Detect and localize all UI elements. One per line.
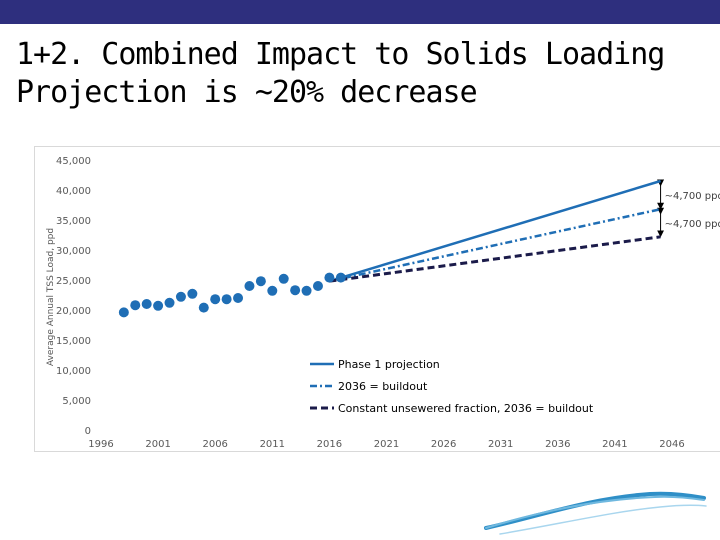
x-tick-label: 2006 xyxy=(202,439,227,450)
historical-point xyxy=(335,272,346,283)
historical-point xyxy=(175,291,186,302)
legend-label-3: Constant unsewered fraction, 2036 = buil… xyxy=(338,402,594,415)
x-tick-label: 2011 xyxy=(260,439,285,450)
y-tick-label: 10,000 xyxy=(56,366,91,377)
series-line-2 xyxy=(329,207,661,283)
series-line-1 xyxy=(329,179,661,283)
y-tick-label: 40,000 xyxy=(56,186,91,197)
top-accent-bar xyxy=(0,0,720,24)
x-tick-label: 2036 xyxy=(545,439,570,450)
legend-label-1: Phase 1 projection xyxy=(338,358,440,371)
x-tick-label: 2021 xyxy=(374,439,399,450)
x-tick-label: 2031 xyxy=(488,439,513,450)
x-tick-label: 2001 xyxy=(145,439,170,450)
historical-point xyxy=(267,285,278,296)
y-tick-label: 20,000 xyxy=(56,306,91,317)
historical-point xyxy=(324,272,335,283)
historical-point xyxy=(255,276,266,287)
series-line-3 xyxy=(329,235,661,283)
historical-point xyxy=(153,300,164,311)
historical-point xyxy=(130,300,141,311)
historical-points xyxy=(118,272,346,318)
x-axis-ticks: 1996 2001 2006 2011 2016 2021 2026 2031 2036 2041… xyxy=(88,439,684,450)
x-tick-label: 2026 xyxy=(431,439,456,450)
y-tick-label: 35,000 xyxy=(56,216,91,227)
historical-point xyxy=(164,297,175,308)
slide-title: 1+2. Combined Impact to Solids Loading P… xyxy=(16,36,665,112)
historical-point xyxy=(141,299,152,309)
slide-title-line-2: Projection is ~20% decrease xyxy=(16,75,478,110)
x-tick-label: 2041 xyxy=(602,439,627,450)
y-tick-label: 25,000 xyxy=(56,276,91,287)
chart-legend: Phase 1 projection 2036 = buildout Constan… xyxy=(310,358,594,415)
x-tick-label: 2046 xyxy=(659,439,684,450)
x-tick-label: 1996 xyxy=(88,439,113,450)
historical-point xyxy=(187,288,198,299)
historical-point xyxy=(118,307,129,318)
historical-point xyxy=(221,294,232,305)
legend-label-2: 2036 = buildout xyxy=(338,380,428,393)
difference-labels: ~4,700 ppd ~4,700 ppd xyxy=(665,191,720,230)
historical-point xyxy=(198,302,209,313)
historical-point xyxy=(290,285,301,296)
historical-point xyxy=(233,293,244,303)
y-tick-label: 45,000 xyxy=(56,156,91,167)
historical-point xyxy=(210,294,221,305)
y-axis-title: Average Annual TSS Load, ppd xyxy=(46,228,56,366)
y-tick-label: 30,000 xyxy=(56,246,91,257)
historical-point xyxy=(278,273,289,284)
y-tick-label: 5,000 xyxy=(62,396,91,407)
historical-point xyxy=(244,281,255,291)
difference-label-1: ~4,700 ppd xyxy=(665,191,720,202)
chart-frame xyxy=(34,146,720,452)
y-axis-ticks: 0 5,000 10,000 15,000 20,000 25,000 30,000 35,0… xyxy=(56,156,91,437)
projection-lines xyxy=(329,179,661,283)
y-tick-label: 0 xyxy=(85,426,91,437)
difference-label-2: ~4,700 ppd xyxy=(665,219,720,230)
historical-point xyxy=(301,285,312,296)
y-tick-label: 15,000 xyxy=(56,336,91,347)
slide-title-line-1: 1+2. Combined Impact to Solids Loading xyxy=(16,37,665,72)
x-tick-label: 2016 xyxy=(317,439,342,450)
historical-point xyxy=(312,281,323,291)
